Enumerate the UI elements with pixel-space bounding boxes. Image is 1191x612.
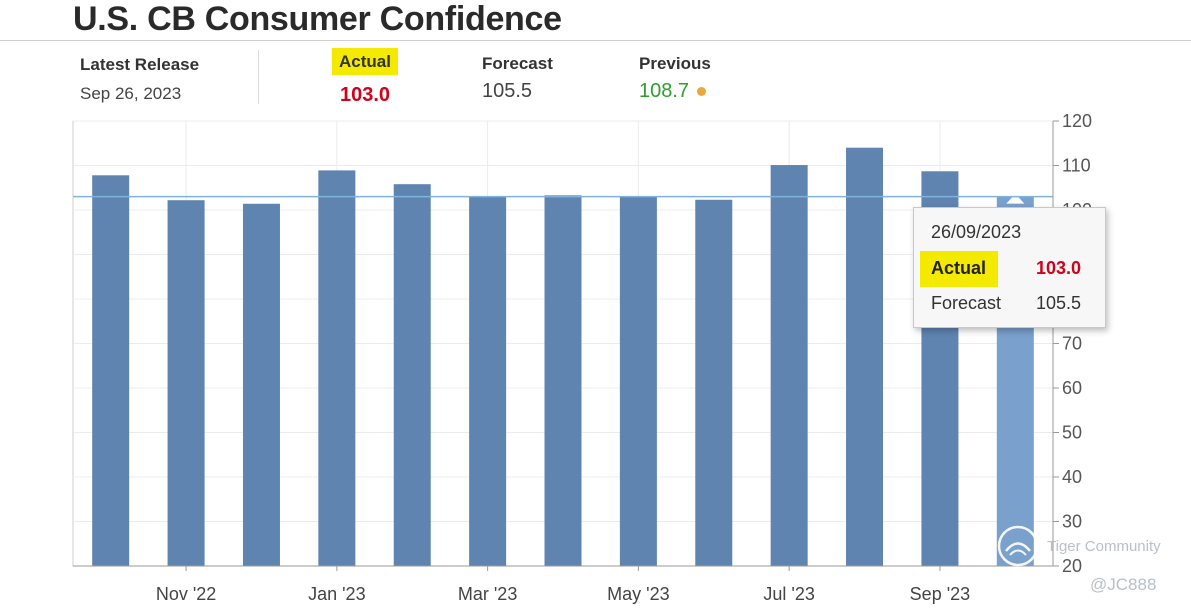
chart-bar	[846, 147, 884, 566]
data-tooltip: 26/09/2023 Actual 103.0 Forecast 105.5	[913, 207, 1106, 328]
x-tick-label: Sep '23	[910, 584, 971, 604]
y-tick-label: 120	[1062, 111, 1092, 131]
previous-value-wrap: 108.7	[639, 80, 707, 103]
page-title: U.S. CB Consumer Confidence	[73, 0, 562, 38]
chart-bar	[92, 175, 130, 567]
y-tick-label: 20	[1062, 556, 1082, 576]
tooltip-forecast-label: Forecast	[931, 293, 1002, 313]
y-tick-label: 50	[1062, 423, 1082, 443]
summary-divider	[258, 50, 259, 104]
latest-release-label: Latest Release	[80, 55, 200, 74]
tooltip-date: 26/09/2023	[931, 222, 1022, 242]
y-tick-label: 60	[1062, 378, 1082, 398]
previous-label: Previous	[639, 54, 711, 73]
x-tick-label: May '23	[607, 584, 669, 604]
chart-bar	[318, 170, 356, 566]
x-tick-label: Nov '22	[156, 584, 216, 604]
chart-bar	[619, 196, 657, 566]
forecast-value: 105.5	[482, 80, 533, 102]
actual-value: 103.0	[340, 84, 391, 106]
tooltip-actual-label: Actual	[920, 251, 999, 287]
y-tick-label: 30	[1062, 512, 1082, 532]
previous-trend-dot-icon	[697, 87, 707, 97]
watermark-brand: Tiger Community	[1047, 538, 1161, 555]
chart-bar	[695, 199, 733, 566]
y-tick-label: 40	[1062, 467, 1082, 487]
tooltip-actual-value: 103.0	[1035, 258, 1081, 278]
chart-bar	[770, 165, 808, 566]
chart-bar	[469, 196, 507, 566]
actual-label-text: Actual	[332, 48, 398, 75]
y-tick-label: 110	[1062, 156, 1091, 176]
actual-label: Actual	[332, 48, 398, 75]
chart-bar	[167, 200, 205, 566]
chart-bar	[393, 184, 431, 566]
chart-bar	[242, 203, 280, 566]
watermark-user: @JC888	[1090, 575, 1157, 594]
tiger-logo-icon	[997, 525, 1039, 567]
x-tick-label: Mar '23	[458, 584, 517, 604]
latest-release-date: Sep 26, 2023	[80, 84, 182, 103]
x-tick-label: Jul '23	[763, 584, 814, 604]
tooltip-forecast-value: 105.5	[1035, 293, 1081, 313]
forecast-label: Forecast	[482, 54, 553, 73]
chart-bar	[544, 195, 582, 566]
title-rule	[0, 40, 1191, 41]
x-tick-label: Jan '23	[308, 584, 365, 604]
previous-value: 108.7	[639, 80, 690, 102]
highlight-marker-icon	[1006, 193, 1025, 204]
y-tick-label: 70	[1062, 334, 1082, 354]
